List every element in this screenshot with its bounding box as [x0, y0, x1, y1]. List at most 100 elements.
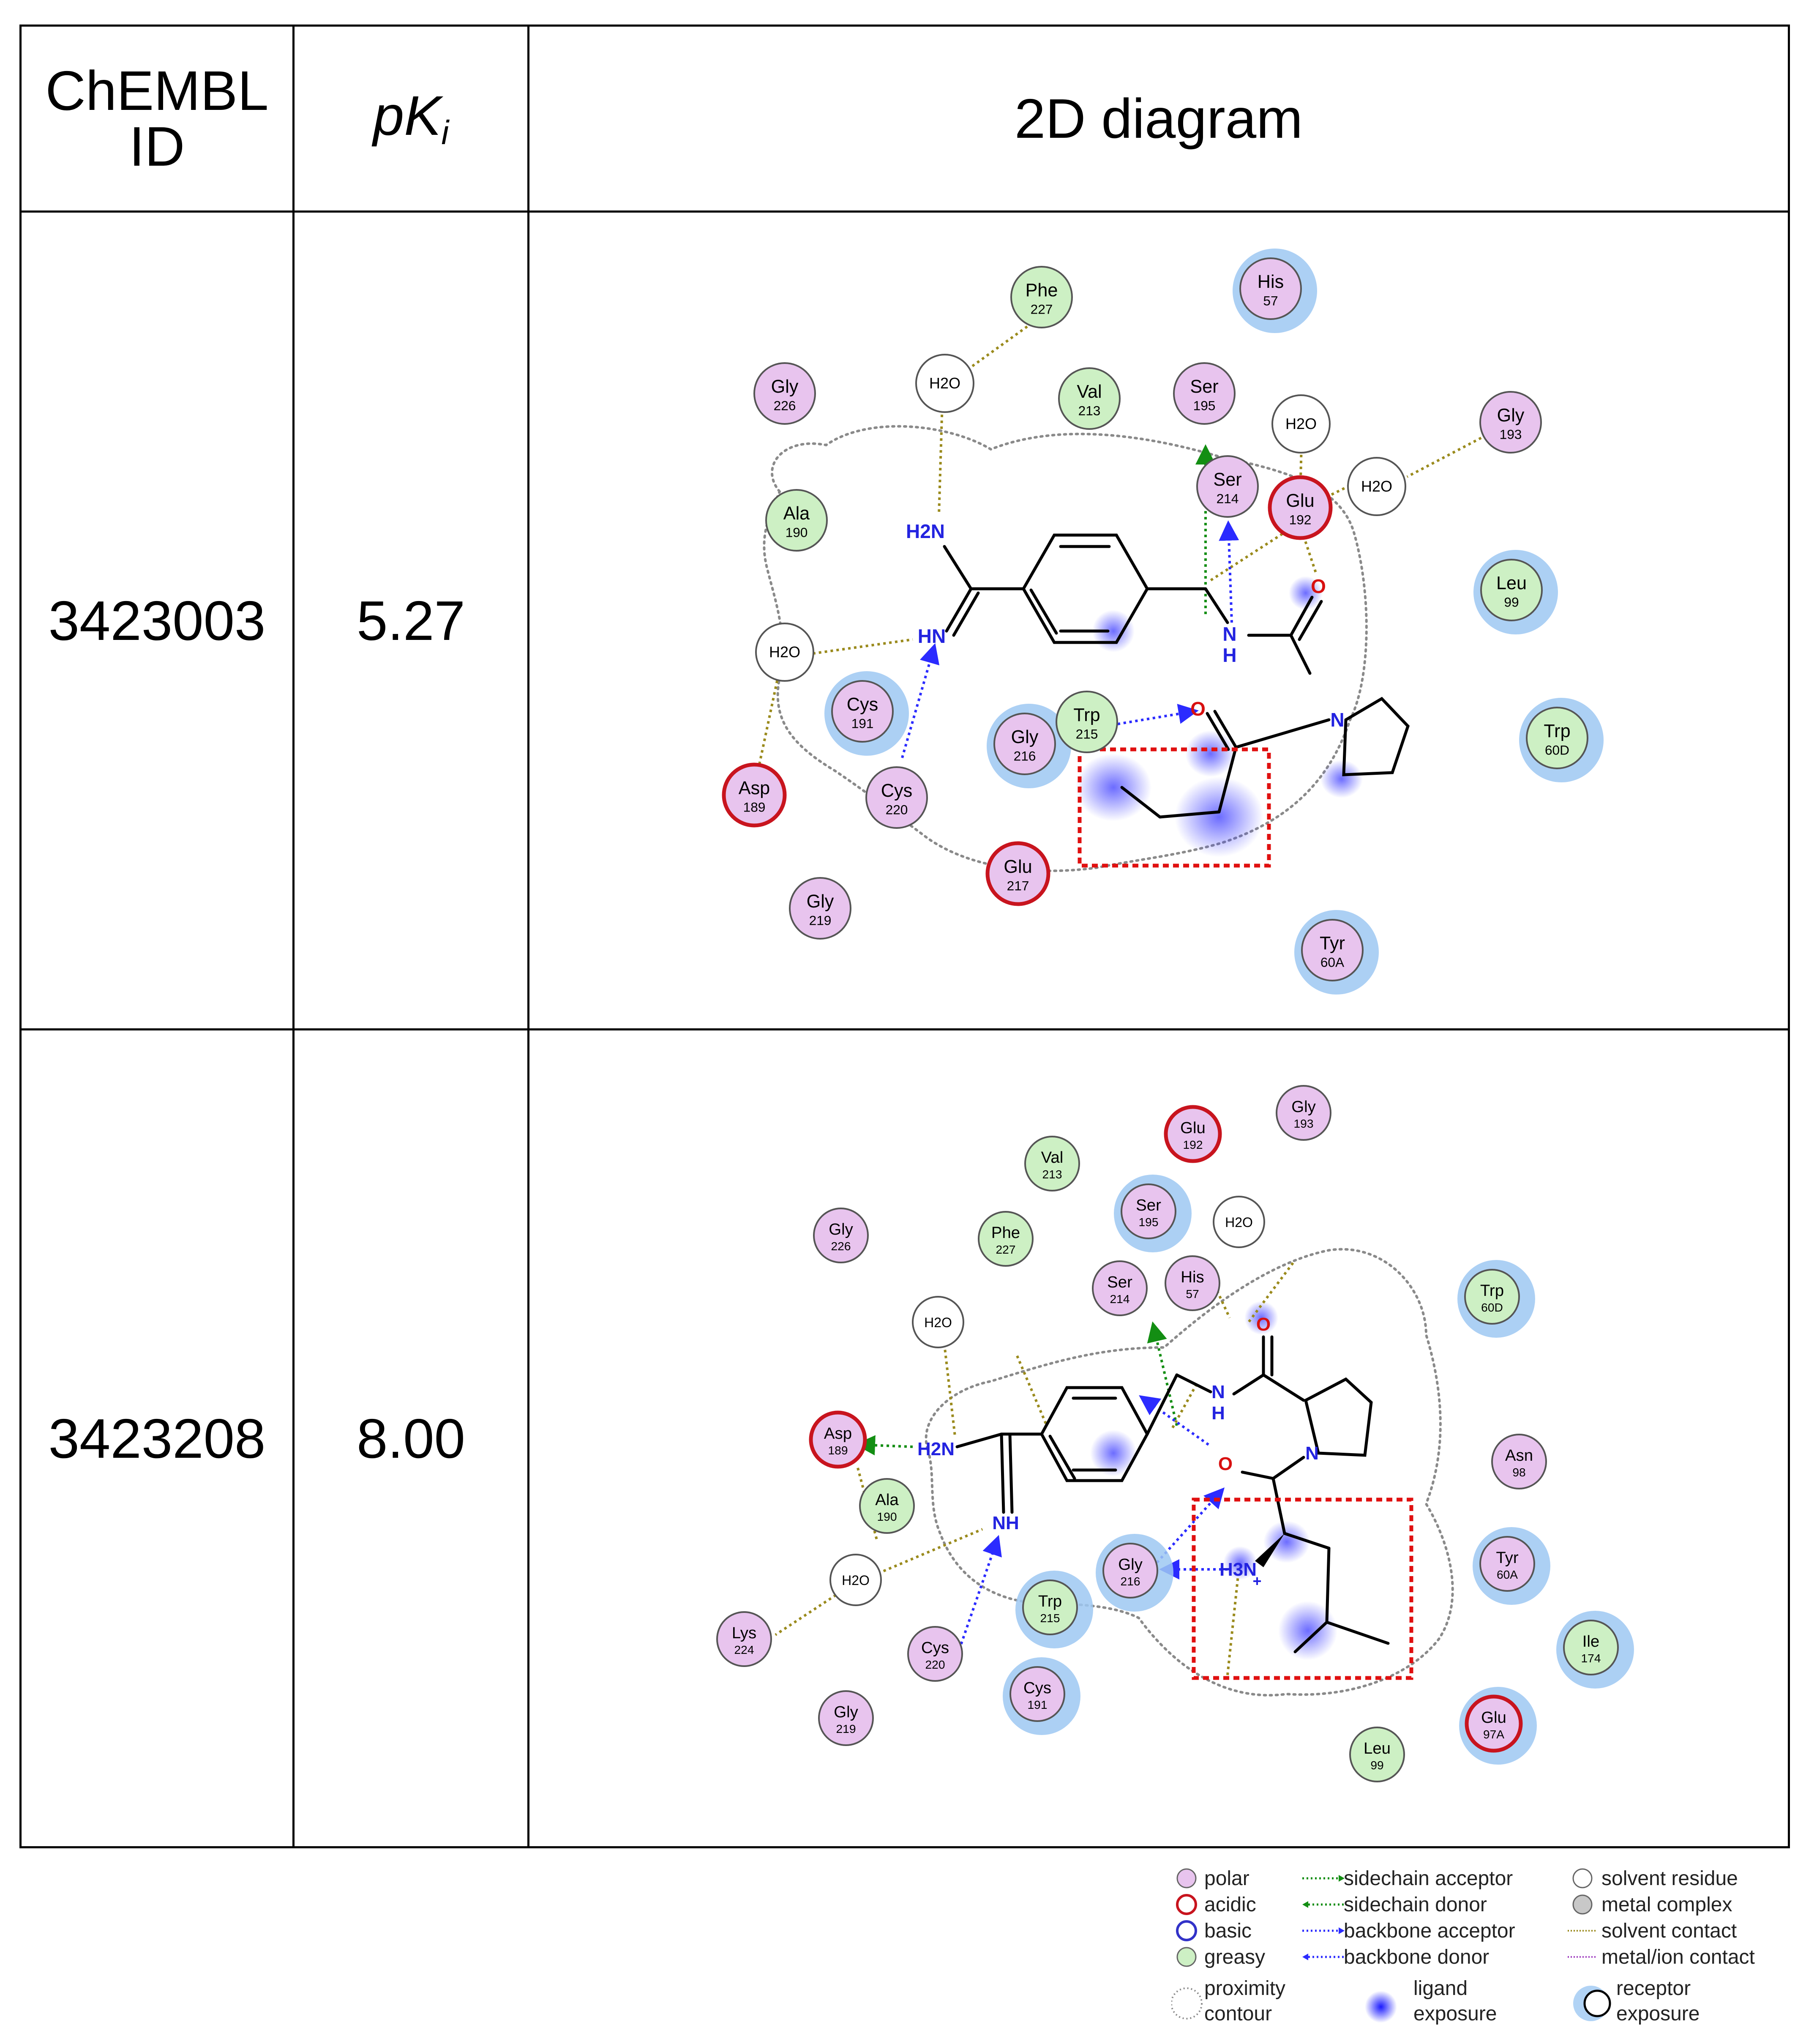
residue-ser-214 — [1196, 455, 1259, 518]
residue-number: 226 — [774, 398, 796, 413]
residue-gly-226 — [813, 1208, 869, 1263]
residue-ser-214 — [1092, 1260, 1148, 1316]
header-chembl-id-line2: ID — [129, 115, 185, 178]
residue-number: 224 — [734, 1643, 754, 1656]
residue-number: 99 — [1504, 595, 1519, 610]
residue-number: 191 — [851, 716, 874, 731]
legend-backbone-donor-label: backbone donor — [1344, 1946, 1489, 1968]
residue-glu-192 — [1164, 1105, 1222, 1163]
legend-proximity-swatch — [1171, 1987, 1203, 2019]
water-molecule — [915, 354, 974, 413]
sidechain-acceptor — [1147, 1321, 1178, 1426]
legend-solvent-residue-swatch — [1572, 1868, 1593, 1888]
header-row: ChEMBL ID pKi 2D diagram — [19, 25, 1790, 213]
water-molecule — [755, 623, 814, 682]
ligand-exposure — [1278, 1601, 1337, 1660]
ligand-exposure — [1320, 760, 1363, 798]
residue-name: Asn — [1505, 1446, 1533, 1465]
legend-acidic-swatch — [1176, 1894, 1197, 1915]
ligand-atoms: H2N NH N H O O N H3N + — [917, 1314, 1319, 1590]
residue-number: 60A — [1320, 955, 1345, 970]
residue-name: Asp — [824, 1424, 852, 1443]
residue-tyr-60a — [1479, 1536, 1535, 1592]
residue-number: 190 — [786, 525, 808, 540]
residue-trp-215 — [1022, 1579, 1078, 1635]
residue-name: Gly — [771, 377, 799, 397]
ligand-exposure — [1223, 1546, 1257, 1580]
ligand-exposure — [1090, 1430, 1137, 1476]
residue-glu-97a — [1465, 1694, 1523, 1753]
chembl-id-cell: 3423208 — [19, 1028, 295, 1848]
residue-name: Tyr — [1496, 1549, 1519, 1567]
residue-number: 227 — [996, 1243, 1016, 1256]
legend-proximity-label: proximity — [1204, 1977, 1285, 2000]
residue-name: Leu — [1496, 573, 1527, 593]
residue-number: 97A — [1483, 1728, 1504, 1741]
residue-name: Gly — [1118, 1555, 1143, 1574]
residue-name: Ser — [1107, 1273, 1132, 1291]
table-row: 3423003 5.27 — [19, 210, 1790, 1030]
legend-metal-complex-swatch — [1572, 1894, 1593, 1915]
legend-receptor-exposure-label-2: exposure — [1616, 2003, 1700, 2025]
legend-greasy-label: greasy — [1204, 1946, 1265, 1968]
residue-ile-174 — [1563, 1620, 1619, 1675]
residue-gly-193 — [1276, 1085, 1331, 1141]
residue-name: Cys — [921, 1639, 949, 1657]
residue-name: His — [1258, 272, 1284, 292]
backbone-acceptor — [1117, 704, 1199, 725]
residue-name: His — [1181, 1268, 1204, 1286]
residue-number: 99 — [1370, 1759, 1383, 1772]
residue-number: 60D — [1481, 1301, 1503, 1314]
interaction-diagram-1: H2N HN N H O O N H2OH2OH2OH2OPhe227His57… — [722, 249, 1604, 995]
residue-cys-220 — [865, 766, 928, 829]
residue-number: 193 — [1500, 427, 1522, 442]
ligand-exposure — [1075, 754, 1151, 821]
residue-name: Glu — [1481, 1708, 1506, 1727]
residue-ser-195 — [1173, 362, 1236, 425]
interaction-diagram-2: H2N NH N H O O N H3N + H2OH2OH2OGly193Gl… — [716, 1085, 1634, 1782]
ligand-atom-n: N — [1222, 623, 1236, 645]
residue-number: 215 — [1076, 727, 1098, 742]
legend-greasy-swatch — [1176, 1947, 1197, 1967]
residue-name: Lys — [732, 1624, 756, 1642]
ligand-atom-n: N — [1330, 709, 1344, 731]
residue-name: Val — [1077, 382, 1102, 402]
residue-name: Asp — [739, 778, 770, 798]
legend-basic-swatch — [1176, 1920, 1197, 1941]
legend-arrowhead — [1302, 1901, 1308, 1908]
highlight-box — [1078, 747, 1271, 868]
residue-name: Cys — [881, 781, 912, 801]
header-pki-sub: i — [441, 113, 449, 151]
ligand-charge: + — [1252, 1572, 1261, 1590]
legend-solvent-residue-label: solvent residue — [1601, 1867, 1738, 1890]
residue-number: 226 — [831, 1240, 851, 1253]
residue-number: 60D — [1545, 743, 1569, 758]
residue-glu-192 — [1268, 475, 1333, 540]
residue-gly-216 — [993, 713, 1056, 775]
residue-gly-193 — [1479, 391, 1542, 454]
ligand-atom-h2n: H2N — [906, 520, 945, 542]
legend-arrowhead — [1339, 1875, 1345, 1882]
ligand-atom-h: H — [1211, 1403, 1225, 1424]
ligand-atom-h2n: H2N — [917, 1439, 955, 1459]
residue-name: Val — [1041, 1148, 1064, 1167]
water-label: H2O — [1285, 415, 1317, 432]
residue-name: Glu — [1286, 491, 1314, 511]
legend-sidechain-donor-label: sidechain donor — [1344, 1894, 1487, 1916]
residue-val-213 — [1058, 367, 1121, 430]
residue-name: Gly — [1497, 405, 1525, 426]
residue-name: Gly — [834, 1703, 858, 1721]
legend-polar-label: polar — [1204, 1867, 1249, 1890]
ligand-exposure — [1289, 576, 1323, 610]
residue-name: Trp — [1480, 1282, 1504, 1300]
water-molecule — [1213, 1196, 1265, 1248]
ligand-atom-o: O — [1311, 575, 1326, 597]
residue-name: Trp — [1073, 705, 1100, 725]
header-pki: pKi — [292, 25, 529, 213]
residue-number: 174 — [1581, 1652, 1601, 1665]
residue-gly-219 — [789, 877, 851, 940]
legend-ligand-exposure-swatch — [1365, 1991, 1397, 2023]
residue-name: Cys — [847, 694, 878, 715]
residue-number: 189 — [743, 800, 766, 815]
legend-acidic-label: acidic — [1204, 1894, 1256, 1916]
